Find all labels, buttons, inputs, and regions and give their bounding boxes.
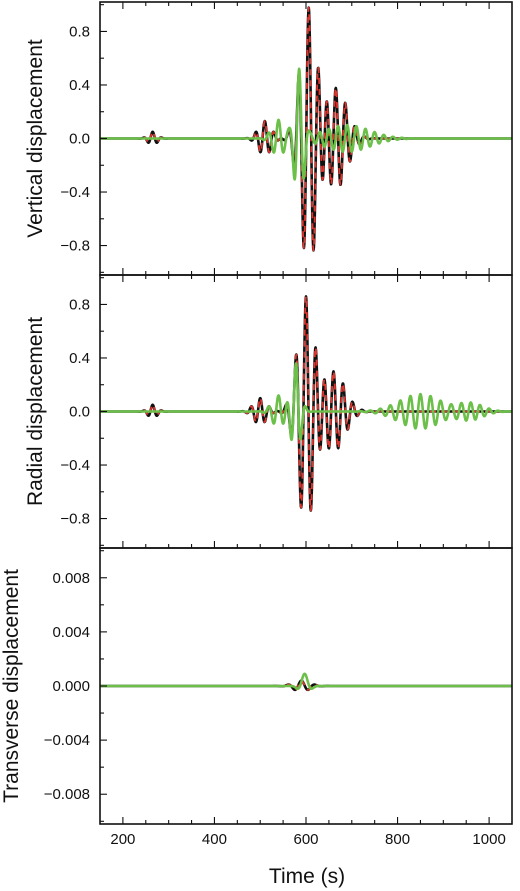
- y-tick-label: 0.008: [52, 570, 90, 587]
- y-tick-label: 0.8: [69, 296, 90, 313]
- x-axis-label: Time (s): [269, 865, 345, 888]
- y-tick-label: −0.4: [60, 457, 90, 474]
- y-tick-label: 0.4: [69, 77, 90, 94]
- series-solid-green: [100, 362, 512, 442]
- series-solid-green: [100, 672, 512, 691]
- y-tick-label: −0.4: [60, 184, 90, 201]
- y-axis-label: Radial displacement: [24, 317, 47, 506]
- panel-1: 0.8 0.4 0.0 −0.4 −0.8 Vertical displacement: [24, 1, 513, 276]
- y-axis-label: Vertical displacement: [24, 39, 47, 238]
- y-axis-label: Transverse displacement: [0, 569, 23, 803]
- y-tick-label: −0.008: [44, 786, 90, 803]
- x-tick-label: 600: [293, 831, 318, 848]
- panel-2: 0.8 0.4 0.0 −0.4 −0.8 Radial displacement: [24, 274, 513, 549]
- y-tick-label: 0.0: [69, 404, 90, 421]
- y-tick-label: 0.0: [69, 131, 90, 148]
- series-solid-green: [100, 67, 512, 181]
- panel-3: 0.008 0.004 0.000 −0.004 −0.008 200 400 600 800 1…: [0, 547, 513, 848]
- y-tick-label: 0.4: [69, 350, 90, 367]
- y-tick-label: 0.004: [52, 624, 90, 641]
- y-tick-label: 0.8: [69, 23, 90, 40]
- y-tick-label: −0.8: [60, 238, 90, 255]
- x-tick-label: 400: [202, 831, 227, 848]
- y-tick-label: 0.000: [52, 678, 90, 695]
- x-tick-label: 1000: [472, 831, 505, 848]
- y-tick-label: −0.8: [60, 511, 90, 528]
- y-tick-label: −0.004: [44, 732, 90, 749]
- x-tick-label: 800: [385, 831, 410, 848]
- x-tick-label: 200: [110, 831, 135, 848]
